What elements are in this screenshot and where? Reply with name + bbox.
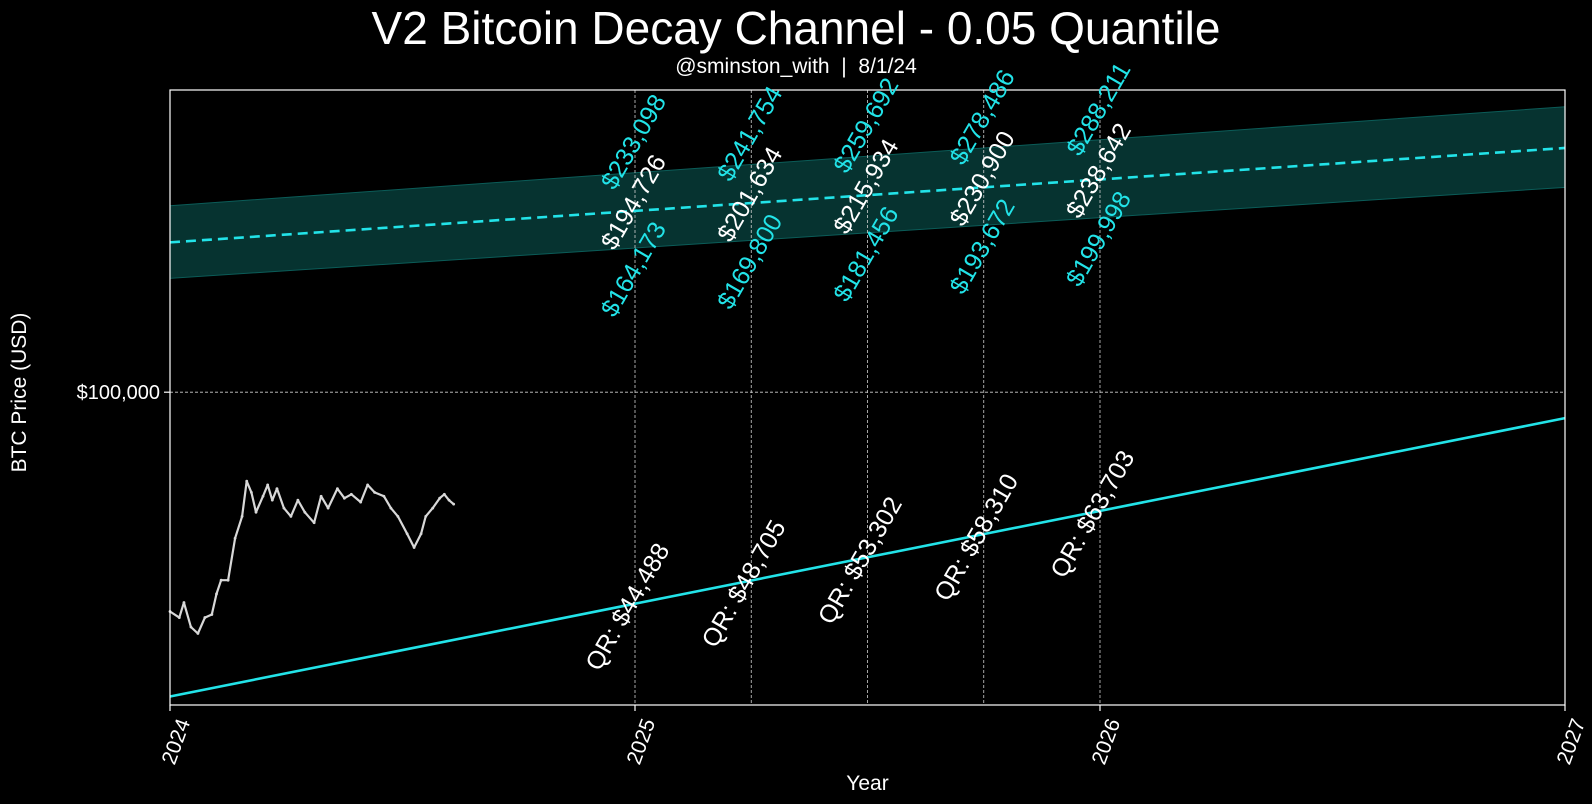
btc-price-point <box>349 492 353 496</box>
btc-price-point <box>366 483 370 487</box>
btc-price-point <box>312 521 316 525</box>
y-axis-label: BTC Price (USD) <box>8 313 31 473</box>
quantile-regression-line <box>169 416 1566 698</box>
btc-price-point <box>177 616 181 619</box>
btc-price-point <box>438 496 442 500</box>
chart-subtitle: @sminston_with | 8/1/24 <box>675 55 917 78</box>
btc-price-point <box>447 498 451 502</box>
btc-price-point <box>261 494 265 498</box>
btc-price-point <box>266 483 270 487</box>
qr-value-label: QR: $58,310 <box>929 469 1024 606</box>
btc-price-point <box>431 506 435 510</box>
x-axis-label: Year <box>846 772 888 795</box>
x-tick-label: 2024 <box>158 715 196 767</box>
btc-price-line <box>169 480 455 635</box>
btc-price-point <box>275 487 279 491</box>
btc-price-point <box>219 578 223 582</box>
btc-price-point <box>389 506 393 510</box>
plot-frame <box>169 89 1566 706</box>
btc-price-point <box>270 498 274 502</box>
btc-price-point <box>452 502 456 506</box>
x-tick-label: 2026 <box>1088 716 1126 768</box>
qr-value-label: QR: $48,705 <box>696 515 791 652</box>
btc-price-point <box>442 492 446 496</box>
btc-price-point <box>326 506 330 510</box>
series-layer <box>168 146 1566 698</box>
btc-price-point <box>319 494 323 498</box>
qr-value-label: QR: $53,302 <box>813 492 908 629</box>
btc-price-point <box>203 616 207 619</box>
btc-price-point <box>289 514 293 518</box>
channel-mid-line <box>169 146 1566 244</box>
y-tick-label: $100,000 <box>77 382 160 404</box>
btc-price-point <box>189 625 193 629</box>
btc-price-point <box>424 514 428 518</box>
qr-value-label: QR: $63,703 <box>1045 446 1140 583</box>
btc-price-point <box>245 479 249 483</box>
btc-price-point <box>419 532 423 536</box>
btc-price-point <box>296 498 300 502</box>
btc-price-point <box>303 510 307 514</box>
btc-price-point <box>196 632 200 635</box>
btc-price-point <box>412 546 416 549</box>
btc-price-point <box>373 490 376 494</box>
grid-layer <box>170 90 1565 705</box>
btc-price-point <box>182 601 186 604</box>
btc-price-point <box>336 487 339 491</box>
plot-frame-layer <box>169 89 1566 706</box>
x-tick-label: 2027 <box>1553 716 1591 768</box>
btc-price-point <box>233 536 237 540</box>
btc-price-point <box>282 506 286 510</box>
btc-price-point <box>396 514 400 518</box>
btc-price-point <box>342 496 346 500</box>
btc-price-point <box>405 532 409 536</box>
btc-price-point <box>226 578 230 582</box>
btc-price-point <box>240 514 244 518</box>
btc-price-point <box>215 592 218 596</box>
btc-price-point <box>359 500 363 504</box>
btc-price-point <box>382 494 386 498</box>
x-tick-label: 2025 <box>623 716 661 768</box>
btc-price-point <box>249 490 253 494</box>
btc-price-point <box>254 510 258 514</box>
btc-price-point <box>210 613 214 616</box>
tick-layer: 2024 2025 2026 2027 $100,000 <box>77 382 1591 767</box>
chart-title: V2 Bitcoin Decay Channel - 0.05 Quantile <box>371 2 1221 54</box>
qr-value-label: QR: $44,488 <box>580 539 675 676</box>
